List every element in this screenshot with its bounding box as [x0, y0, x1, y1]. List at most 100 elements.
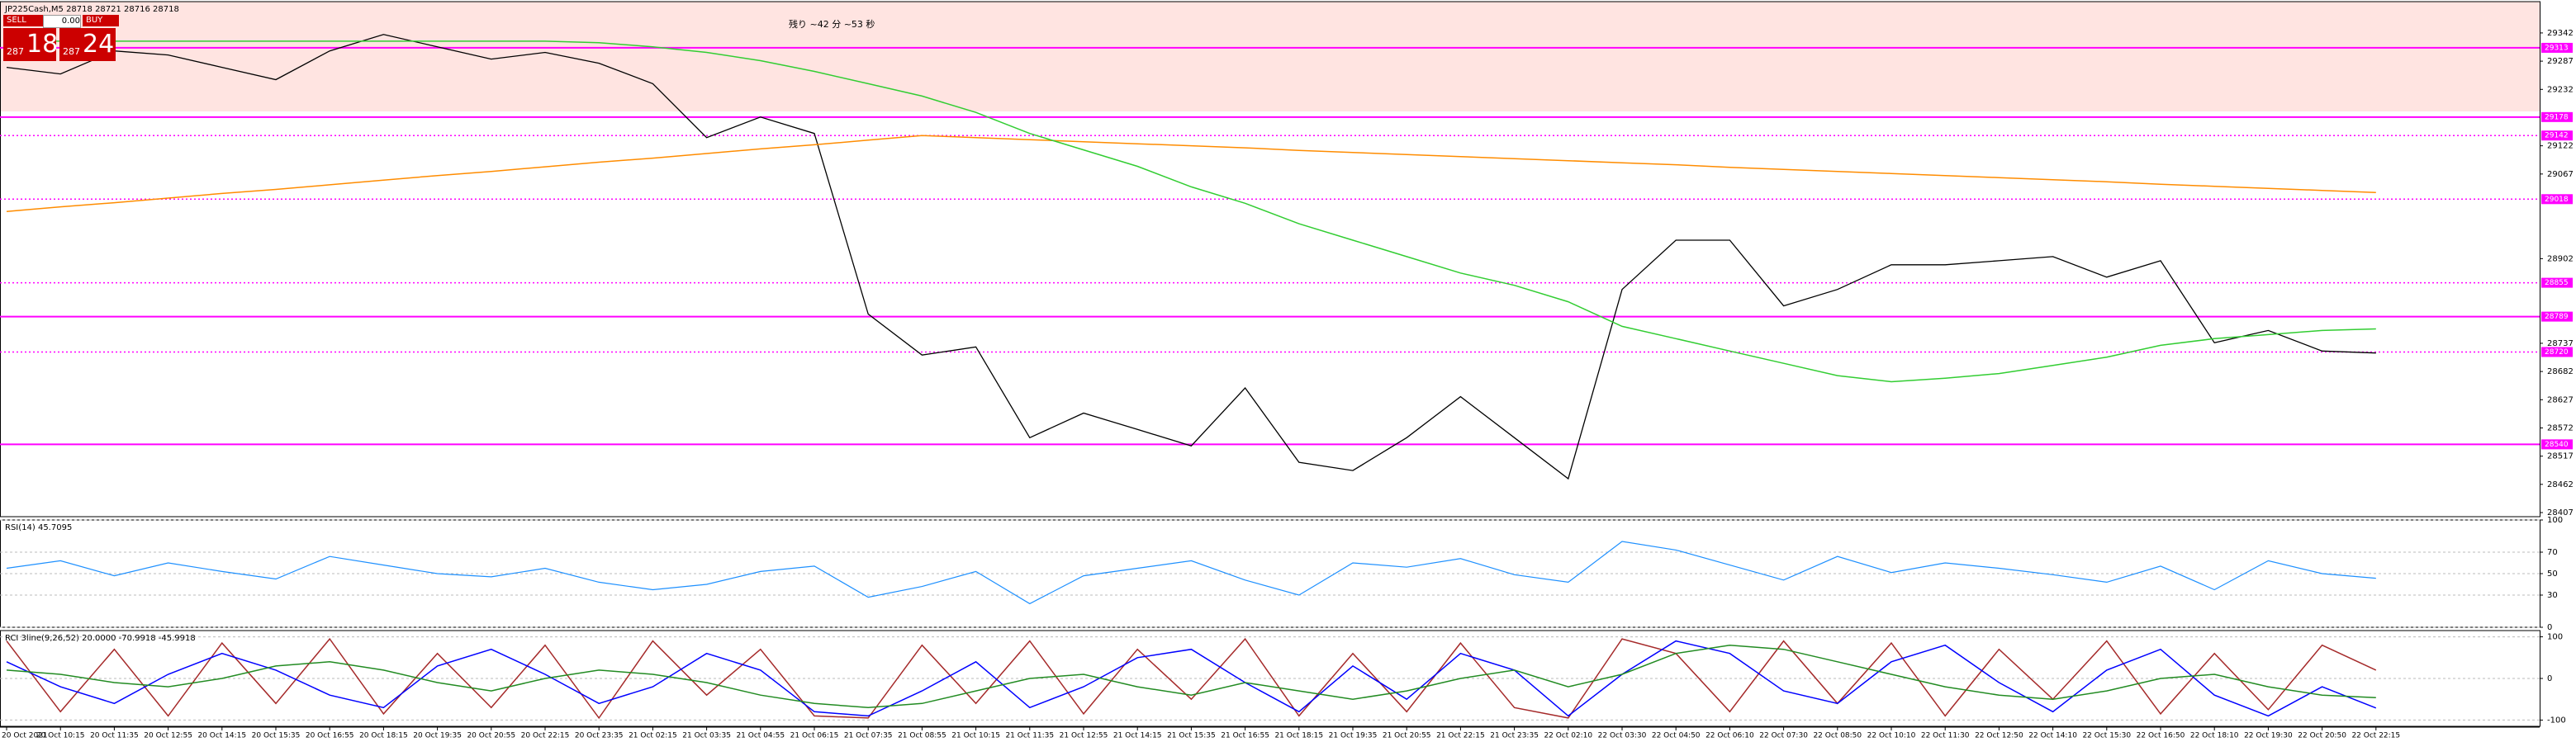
y-tick-label: 70: [2547, 548, 2558, 557]
y-tick-label: 29342: [2547, 29, 2574, 38]
level-tag: [2541, 439, 2573, 450]
x-tick-label: 22 Oct 16:50: [2137, 732, 2185, 740]
y-tick-label: 50: [2547, 569, 2558, 579]
buy-prefix: 287: [63, 46, 80, 57]
x-tick-label: 21 Oct 16:55: [1221, 732, 1269, 740]
x-tick-label: 21 Oct 07:35: [844, 732, 893, 740]
level-tag: [2541, 347, 2573, 357]
x-tick-label: 20 Oct 16:55: [306, 732, 354, 740]
x-tick-label: 21 Oct 10:15: [951, 732, 1000, 740]
level-tag: [2541, 194, 2573, 205]
panel-title: RCI 3line(9,26,52) 20.0000 -70.9918 -45.…: [5, 634, 196, 643]
y-tick-label: 28682: [2547, 367, 2574, 376]
buy-price[interactable]: 287 24: [59, 28, 116, 61]
x-tick-label: 22 Oct 03:30: [1598, 732, 1647, 740]
y-tick-label: 28572: [2547, 423, 2574, 432]
x-tick-label: 21 Oct 18:15: [1274, 732, 1323, 740]
x-tick-label: 22 Oct 04:50: [1652, 732, 1701, 740]
x-tick-label: 22 Oct 12:50: [1975, 732, 2023, 740]
buy-big: 24: [83, 30, 115, 59]
level-tag-label: 28855: [2545, 279, 2569, 287]
trade-panel: SELL 0.00 BUY 287 18 287 24: [3, 15, 119, 64]
level-tag-label: 28720: [2545, 348, 2569, 357]
panel-title: JP225Cash,M5 28718 28721 28716 28718: [4, 5, 179, 14]
sell-big: 18: [26, 30, 59, 59]
x-tick-label: 21 Oct 06:15: [790, 732, 839, 740]
y-tick-label: 100: [2547, 516, 2563, 525]
x-tick-label: 22 Oct 18:10: [2190, 732, 2239, 740]
x-tick-label: 21 Oct 08:55: [898, 732, 946, 740]
level-tag: [2541, 111, 2573, 122]
y-tick-label: 28462: [2547, 480, 2574, 489]
x-tick-label: 20 Oct 20:55: [467, 732, 515, 740]
price-line: [6, 34, 2376, 480]
y-tick-label: 29122: [2547, 142, 2574, 151]
panel-frame: [0, 1, 2540, 518]
price-line: [6, 644, 2376, 709]
x-tick-label: 21 Oct 11:35: [1005, 732, 1054, 740]
level-tag: [2541, 42, 2573, 53]
level-tag-label: 29142: [2545, 132, 2569, 140]
x-tick-label: 22 Oct 08:50: [1813, 732, 1862, 740]
level-tag: [2541, 311, 2573, 322]
y-tick-label: 100: [2547, 633, 2563, 642]
x-tick-label: 22 Oct 02:10: [1544, 732, 1592, 740]
x-tick-label: 20 Oct 10:15: [36, 732, 85, 740]
x-tick-label: 21 Oct 03:35: [682, 732, 731, 740]
x-tick-label: 22 Oct 10:10: [1867, 732, 1916, 740]
x-tick-label: 22 Oct 22:15: [2351, 732, 2400, 740]
x-tick-label: 20 Oct 23:35: [575, 732, 624, 740]
x-tick-label: 22 Oct 07:30: [1759, 732, 1808, 740]
y-tick-label: 28902: [2547, 254, 2574, 263]
x-tick-label: 20 Oct 19:35: [413, 732, 462, 740]
y-tick-label: 29232: [2547, 85, 2574, 94]
sell-button[interactable]: SELL: [3, 15, 43, 26]
x-tick-label: 20 Oct 12:55: [144, 732, 192, 740]
y-tick-label: 29287: [2547, 57, 2574, 66]
sell-price[interactable]: 287 18: [3, 28, 59, 61]
y-tick-label: 28407: [2547, 508, 2574, 518]
x-tick-label: 21 Oct 22:15: [1436, 732, 1485, 740]
x-tick-label: 21 Oct 20:55: [1383, 732, 1431, 740]
x-tick-label: 20 Oct 22:15: [521, 732, 570, 740]
x-tick-label: 20 Oct 11:35: [90, 732, 139, 740]
sell-prefix: 287: [7, 46, 24, 57]
x-tick-label: 21 Oct 15:35: [1167, 732, 1216, 740]
x-tick-label: 20 Oct 15:35: [252, 732, 301, 740]
y-tick-label: 28737: [2547, 339, 2574, 348]
x-tick-label: 22 Oct 19:30: [2244, 732, 2293, 740]
x-tick-label: 21 Oct 23:35: [1490, 732, 1539, 740]
level-tag-label: 29178: [2545, 113, 2569, 121]
x-tick-label: 22 Oct 14:10: [2028, 732, 2077, 740]
price-line: [6, 135, 2376, 212]
price-line: [6, 640, 2377, 717]
x-tick-label: 22 Oct 20:50: [2298, 732, 2346, 740]
level-tag-label: 28540: [2545, 441, 2569, 449]
level-tag: [2541, 130, 2573, 141]
x-tick-label: 22 Oct 11:30: [1921, 732, 1970, 740]
y-tick-label: 29067: [2547, 170, 2574, 179]
y-tick-label: 0: [2547, 623, 2552, 632]
x-tick-label: 21 Oct 02:15: [629, 732, 677, 740]
level-tag-label: 29313: [2545, 44, 2569, 52]
x-tick-label: 21 Oct 14:15: [1113, 732, 1162, 740]
x-tick-label: 20 Oct 2021: [2, 732, 48, 740]
buy-button[interactable]: BUY: [83, 15, 119, 26]
x-tick-label: 21 Oct 19:35: [1329, 732, 1378, 740]
panel-title: RSI(14) 45.7095: [5, 523, 72, 532]
level-tag-label: 28789: [2545, 313, 2569, 321]
y-tick-label: -100: [2547, 716, 2566, 725]
level-tag: [2541, 277, 2573, 288]
countdown: 残り ~42 分 ~53 秒: [789, 18, 875, 30]
y-tick-label: 28627: [2547, 395, 2574, 404]
price-line: [6, 541, 2376, 605]
y-tick-label: 30: [2547, 591, 2558, 600]
x-tick-label: 21 Oct 12:55: [1060, 732, 1108, 740]
volume-input[interactable]: 0.00: [43, 15, 81, 28]
x-tick-label: 20 Oct 18:15: [359, 732, 408, 740]
x-tick-label: 21 Oct 04:55: [736, 732, 785, 740]
y-tick-label: 0: [2547, 674, 2552, 683]
